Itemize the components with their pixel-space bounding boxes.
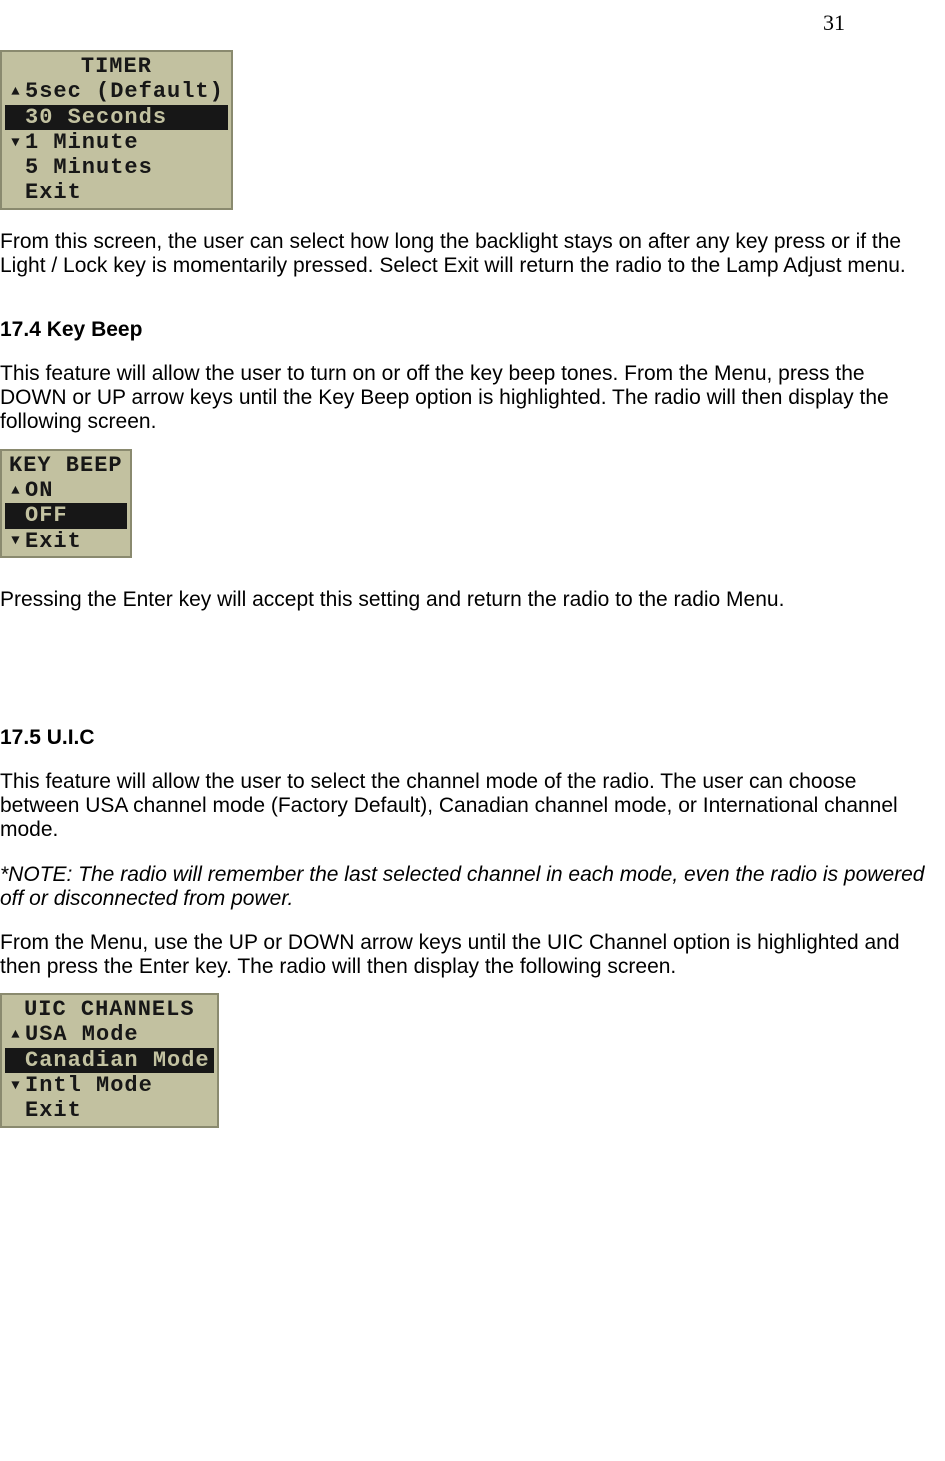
heading-uic: 17.5 U.I.C [0, 726, 945, 750]
paragraph-timer-desc: From this screen, the user can select ho… [0, 230, 945, 278]
up-arrow-icon: ▲ [9, 1024, 23, 1046]
lcd-timer-row-3: 5 Minutes [5, 155, 228, 180]
lcd-timer-row-0: ▲ 5sec (Default) [5, 79, 228, 104]
lcd-row-label: Intl Mode [23, 1073, 153, 1098]
lcd-row-label: Exit [23, 1098, 82, 1123]
lcd-uic: UIC CHANNELS ▲ USA Mode Canadian Mode ▼ … [0, 993, 219, 1127]
lcd-row-label: Exit [23, 180, 82, 205]
lcd-row-label: Exit [23, 529, 82, 554]
lcd-uic-row-3: Exit [5, 1098, 214, 1123]
lcd-timer-row-4: Exit [5, 180, 228, 205]
heading-key-beep: 17.4 Key Beep [0, 318, 945, 342]
lcd-key-beep-title: KEY BEEP [5, 453, 127, 478]
lcd-key-beep-row-0: ▲ ON [5, 478, 127, 503]
lcd-row-label: 30 Seconds [23, 105, 167, 130]
page-number: 31 [823, 10, 845, 35]
down-arrow-icon: ▼ [9, 1075, 23, 1097]
lcd-uic-row-1: Canadian Mode [5, 1048, 214, 1073]
paragraph-key-beep-desc: This feature will allow the user to turn… [0, 362, 945, 434]
down-arrow-icon: ▼ [9, 132, 23, 154]
lcd-timer-row-2: ▼ 1 Minute [5, 130, 228, 155]
lcd-row-label: 5 Minutes [23, 155, 153, 180]
lcd-row-label: 5sec (Default) [23, 79, 224, 104]
down-arrow-icon: ▼ [9, 530, 23, 552]
note-uic: *NOTE: The radio will remember the last … [0, 863, 945, 911]
lcd-key-beep-row-1: OFF [5, 503, 127, 528]
lcd-key-beep: KEY BEEP ▲ ON OFF ▼ Exit [0, 449, 132, 558]
paragraph-uic-instructions: From the Menu, use the UP or DOWN arrow … [0, 931, 945, 979]
lcd-uic-title: UIC CHANNELS [5, 997, 214, 1022]
lcd-row-label: 1 Minute [23, 130, 139, 155]
lcd-row-label: Canadian Mode [23, 1048, 210, 1073]
lcd-row-label: OFF [23, 503, 68, 528]
paragraph-key-beep-enter: Pressing the Enter key will accept this … [0, 588, 945, 612]
lcd-row-label: ON [23, 478, 53, 503]
up-arrow-icon: ▲ [9, 81, 23, 103]
lcd-uic-row-0: ▲ USA Mode [5, 1022, 214, 1047]
lcd-uic-row-2: ▼ Intl Mode [5, 1073, 214, 1098]
lcd-timer-title: TIMER [5, 54, 228, 79]
lcd-row-label: USA Mode [23, 1022, 139, 1047]
paragraph-uic-desc: This feature will allow the user to sele… [0, 770, 945, 842]
up-arrow-icon: ▲ [9, 480, 23, 502]
lcd-timer: TIMER ▲ 5sec (Default) 30 Seconds ▼ 1 Mi… [0, 50, 233, 210]
lcd-key-beep-row-2: ▼ Exit [5, 529, 127, 554]
lcd-timer-row-1: 30 Seconds [5, 105, 228, 130]
